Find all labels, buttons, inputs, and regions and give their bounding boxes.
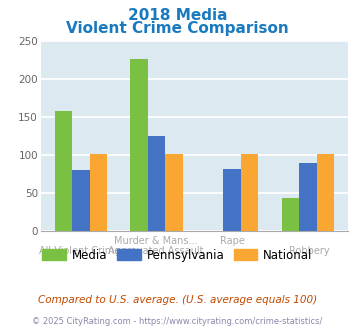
Bar [130, 59, 148, 231]
Bar [317, 154, 334, 231]
Bar [148, 136, 165, 231]
Bar [89, 154, 107, 231]
Text: All Violent Crime: All Violent Crime [39, 246, 120, 256]
Bar [241, 154, 258, 231]
Bar [299, 163, 317, 231]
Text: Violent Crime Comparison: Violent Crime Comparison [66, 21, 289, 36]
Bar [55, 111, 72, 231]
Text: Compared to U.S. average. (U.S. average equals 100): Compared to U.S. average. (U.S. average … [38, 295, 317, 305]
Text: © 2025 CityRating.com - https://www.cityrating.com/crime-statistics/: © 2025 CityRating.com - https://www.city… [32, 317, 323, 326]
Text: Murder & Mans...: Murder & Mans... [114, 236, 198, 246]
Text: Robbery: Robbery [289, 246, 330, 256]
Text: Aggravated Assault: Aggravated Assault [108, 246, 204, 256]
Bar [72, 170, 89, 231]
Legend: Media, Pennsylvania, National: Media, Pennsylvania, National [38, 244, 317, 266]
Text: 2018 Media: 2018 Media [128, 8, 227, 23]
Bar [224, 169, 241, 231]
Bar [165, 154, 182, 231]
Text: Rape: Rape [220, 236, 245, 246]
Bar [282, 198, 299, 231]
